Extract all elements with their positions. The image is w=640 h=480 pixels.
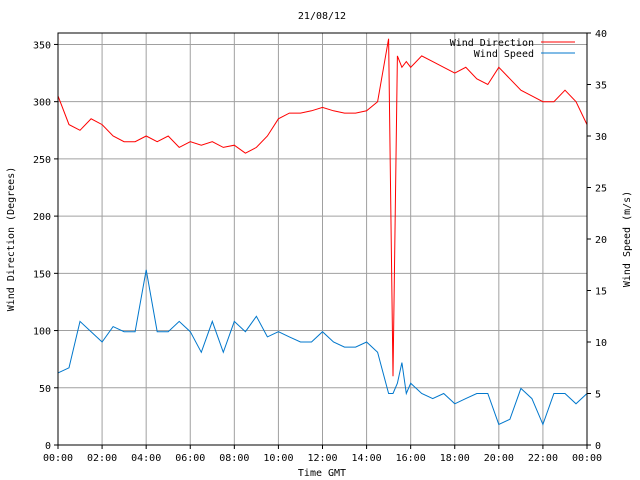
legend-label-wind-speed: Wind Speed (474, 49, 534, 60)
x-tick-label: 12:00 (307, 453, 337, 464)
series-layer (57, 38, 588, 426)
right-axis-label: Wind Speed (m/s) (622, 191, 633, 287)
right-axis-tick-labels: 0 5 10 15 20 25 30 35 40 (595, 29, 607, 452)
series-line-wind-speed (57, 269, 588, 426)
left-axis-tick-labels: 0 50 100 150 200 250 300 350 (33, 40, 51, 452)
x-tick-label: 06:00 (175, 453, 205, 464)
legend: Wind Direction Wind Speed (450, 38, 575, 60)
x-tick-label: 18:00 (440, 453, 470, 464)
right-y-tick-label: 30 (595, 132, 607, 143)
left-y-tick-label: 150 (33, 269, 51, 280)
right-y-tick-label: 20 (595, 235, 607, 246)
x-tick-label: 00:00 (572, 453, 602, 464)
chart-title: 21/08/12 (298, 11, 346, 22)
right-y-tick-label: 35 (595, 81, 607, 92)
x-axis-tick-labels: 00:00 02:00 04:00 06:00 08:00 10:00 12:00 14:00… (43, 453, 602, 464)
left-axis-label: Wind Direction (Degrees) (6, 167, 17, 312)
right-y-tick-label: 10 (595, 338, 607, 349)
left-y-tick-label: 300 (33, 98, 51, 109)
left-y-tick-label: 0 (45, 441, 51, 452)
grid-lines (57, 33, 588, 446)
axis-ticks (54, 32, 591, 449)
series-line-wind-direction (57, 38, 588, 377)
x-tick-label: 14:00 (352, 453, 382, 464)
x-tick-label: 04:00 (131, 453, 161, 464)
legend-label-wind-direction: Wind Direction (450, 38, 534, 49)
x-tick-label: 00:00 (43, 453, 73, 464)
left-y-tick-label: 350 (33, 40, 51, 51)
x-tick-label: 22:00 (528, 453, 558, 464)
x-tick-label: 16:00 (396, 453, 426, 464)
x-tick-label: 08:00 (219, 453, 249, 464)
right-y-tick-label: 40 (595, 29, 607, 40)
x-tick-label: 20:00 (484, 453, 514, 464)
right-y-tick-label: 5 (595, 390, 601, 401)
x-axis-label: Time GMT (298, 468, 346, 479)
left-y-tick-label: 50 (39, 384, 51, 395)
left-y-tick-label: 250 (33, 155, 51, 166)
right-y-tick-label: 25 (595, 184, 607, 195)
left-y-tick-label: 200 (33, 212, 51, 223)
x-tick-label: 10:00 (263, 453, 293, 464)
right-y-tick-label: 15 (595, 287, 607, 298)
right-y-tick-label: 0 (595, 441, 601, 452)
x-tick-label: 02:00 (87, 453, 117, 464)
left-y-tick-label: 100 (33, 327, 51, 338)
